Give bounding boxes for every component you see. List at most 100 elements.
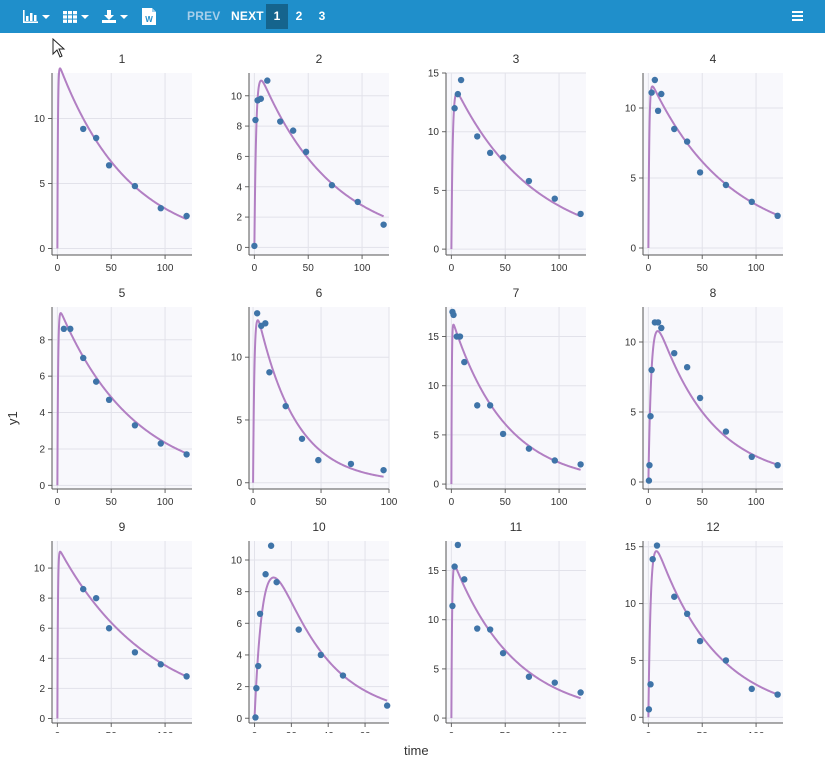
page-button-3[interactable]: 3 <box>318 9 326 23</box>
page-button-2[interactable]: 2 <box>295 9 303 23</box>
observation-point <box>748 453 755 460</box>
y-tick-label: 6 <box>39 624 45 635</box>
observation-point <box>648 366 655 374</box>
x-axis-title: time <box>404 743 429 758</box>
y-axis-title: y1 <box>5 411 20 425</box>
observation-point <box>255 662 262 670</box>
y-tick-label: 10 <box>34 114 46 125</box>
observation-point <box>696 169 704 176</box>
observation-point <box>748 198 755 205</box>
y-tick-label: 5 <box>433 664 439 675</box>
observation-point <box>380 221 387 228</box>
observation-point <box>262 320 269 327</box>
x-tick-label: 50 <box>500 731 512 733</box>
observation-point <box>92 594 100 602</box>
x-tick-label: 50 <box>697 263 709 274</box>
observation-point <box>696 394 704 402</box>
y-tick-label: 0 <box>433 245 439 256</box>
observation-point <box>671 350 678 357</box>
observation-point <box>454 90 462 98</box>
observation-point <box>80 125 87 133</box>
observation-point <box>183 673 190 680</box>
y-tick-label: 15 <box>428 566 440 577</box>
observation-point <box>748 685 755 693</box>
download-button[interactable] <box>102 4 128 29</box>
panel-title: 7 <box>513 286 520 300</box>
observation-point <box>551 195 558 202</box>
observation-point <box>457 76 465 84</box>
observation-point <box>645 706 653 713</box>
page-button-1[interactable]: 1 <box>266 4 288 29</box>
observation-point <box>67 325 74 333</box>
hamburger-menu-icon[interactable] <box>792 11 803 21</box>
observation-point <box>157 661 164 668</box>
y-tick-label: 10 <box>625 338 637 349</box>
y-tick-label: 2 <box>236 213 242 224</box>
observation-point <box>646 462 653 469</box>
x-tick-label: 100 <box>551 497 568 508</box>
y-tick-label: 10 <box>428 381 440 392</box>
chevron-down-icon <box>42 14 50 19</box>
observation-point <box>105 625 113 632</box>
observation-point <box>105 162 113 169</box>
observation-point <box>183 451 190 458</box>
observation-point <box>131 649 139 656</box>
y-tick-label: 4 <box>236 650 242 661</box>
observation-point <box>449 602 456 610</box>
chevron-down-icon <box>120 14 128 19</box>
plot-area <box>249 541 389 723</box>
observation-point <box>461 576 468 583</box>
prev-button[interactable]: PREV <box>187 9 221 23</box>
y-tick-label: 0 <box>236 243 242 254</box>
observation-point <box>450 311 457 319</box>
x-tick-label: 100 <box>354 263 371 274</box>
observation-point <box>298 435 306 442</box>
y-tick-label: 15 <box>428 69 440 80</box>
observation-point <box>454 541 462 549</box>
panel-title: 3 <box>513 52 520 66</box>
observation-point <box>157 440 164 447</box>
prediction-curve <box>253 79 385 248</box>
observation-point <box>383 702 391 709</box>
observation-point <box>645 477 653 484</box>
x-tick-label: 50 <box>106 263 118 274</box>
y-tick-label: 0 <box>236 714 242 725</box>
x-tick-label: 50 <box>315 497 327 508</box>
x-tick-label: 0 <box>55 731 61 733</box>
observation-point <box>302 148 310 156</box>
prediction-curve <box>56 312 188 486</box>
observation-point <box>315 456 322 464</box>
layout-button[interactable] <box>63 4 89 29</box>
x-tick-label: 20 <box>286 731 298 733</box>
observation-point <box>774 462 781 469</box>
observation-point <box>654 107 662 115</box>
next-button[interactable]: NEXT <box>231 9 264 23</box>
observation-point <box>651 76 659 84</box>
x-tick-label: 100 <box>551 263 568 274</box>
observation-point <box>339 672 347 679</box>
observation-point <box>277 118 284 125</box>
observation-point <box>486 626 494 633</box>
plot-area <box>52 307 192 489</box>
observation-point <box>451 563 458 570</box>
y-tick-label: 10 <box>625 599 637 610</box>
observation-point <box>289 127 297 134</box>
x-tick-label: 100 <box>157 263 174 274</box>
observation-point <box>60 325 68 333</box>
y-tick-label: 0 <box>433 714 439 725</box>
mouse-cursor-icon <box>52 38 66 58</box>
observation-point <box>328 182 336 189</box>
panel-title: 9 <box>119 520 126 534</box>
panel-title: 8 <box>710 286 717 300</box>
export-word-button[interactable]: W <box>142 4 156 29</box>
chart-type-button[interactable] <box>23 4 50 29</box>
observation-point <box>80 585 87 593</box>
observation-point <box>262 571 269 578</box>
x-tick-label: 50 <box>500 263 512 274</box>
observation-point <box>658 90 665 98</box>
observation-point <box>486 402 494 409</box>
observation-point <box>380 466 387 474</box>
x-tick-label: 0 <box>55 497 61 508</box>
y-tick-label: 15 <box>428 332 440 343</box>
observation-point <box>499 649 507 657</box>
